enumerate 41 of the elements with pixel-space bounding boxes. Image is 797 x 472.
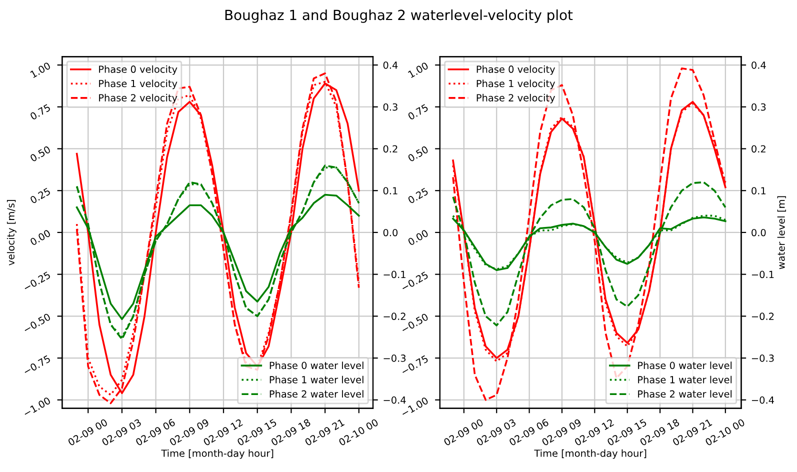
y2-tick-label: 0.4: [752, 61, 766, 69]
legend-label: Phase 1 water level: [270, 376, 364, 384]
legend-label: Phase 0 velocity: [476, 65, 556, 75]
y2-tick-label: 0.2: [383, 145, 398, 153]
y2-tick-label: −0.4: [752, 396, 774, 404]
y2-tick-label: 0.4: [383, 61, 398, 69]
y-axis-title: velocity [m/s]: [6, 200, 16, 266]
y2-tick-label: −0.3: [752, 354, 774, 362]
y-tick-label: 1.00: [30, 62, 51, 78]
y2-tick-label: 0.3: [383, 103, 398, 111]
y-tick-label: 0.00: [407, 229, 429, 246]
y-tick-label: 0.75: [407, 104, 429, 120]
y-tick-label: 1.00: [408, 62, 429, 78]
y2-axis-title: water level [m]: [777, 196, 786, 270]
legend-label: Phase 0 velocity: [99, 65, 178, 75]
y-tick-label: 0.00: [30, 229, 51, 246]
y-tick-label: 0.50: [407, 146, 429, 162]
legend-label: Phase 1 velocity: [476, 80, 556, 90]
y-tick-label: 0.25: [30, 187, 51, 204]
y-tick-label: 0.25: [407, 187, 429, 204]
y2-tick-label: −0.1: [752, 270, 774, 278]
legend-label: Phase 0 water level: [638, 362, 732, 370]
legend-label: Phase 0 water level: [270, 362, 364, 370]
y2-tick-label: 0.3: [752, 103, 766, 111]
y2-tick-label: 0.0: [383, 228, 398, 236]
legend-label: Phase 1 water level: [638, 376, 732, 384]
y2-tick-label: 0.1: [383, 187, 398, 194]
legend-label: Phase 2 velocity: [476, 94, 556, 104]
x-axis-title: Time [month-day hour]: [161, 449, 274, 459]
y2-tick-label: 0.2: [752, 145, 766, 153]
y2-tick-label: 0.1: [752, 187, 766, 194]
y2-tick-label: −0.2: [752, 312, 774, 320]
y-tick-label: 0.50: [30, 146, 51, 162]
y-tick-label: 0.75: [30, 104, 51, 120]
y2-tick-label: 0.0: [752, 228, 766, 236]
legend-label: Phase 2 velocity: [99, 94, 178, 104]
legend-label: Phase 2 water level: [638, 390, 732, 398]
x-axis-title: Time [month-day hour]: [534, 449, 646, 459]
legend-label: Phase 2 water level: [270, 390, 364, 398]
legend-label: Phase 1 velocity: [99, 80, 178, 90]
chart-title: Boughaz 1 and Boughaz 2 waterlevel-velocity plot: [225, 9, 573, 23]
